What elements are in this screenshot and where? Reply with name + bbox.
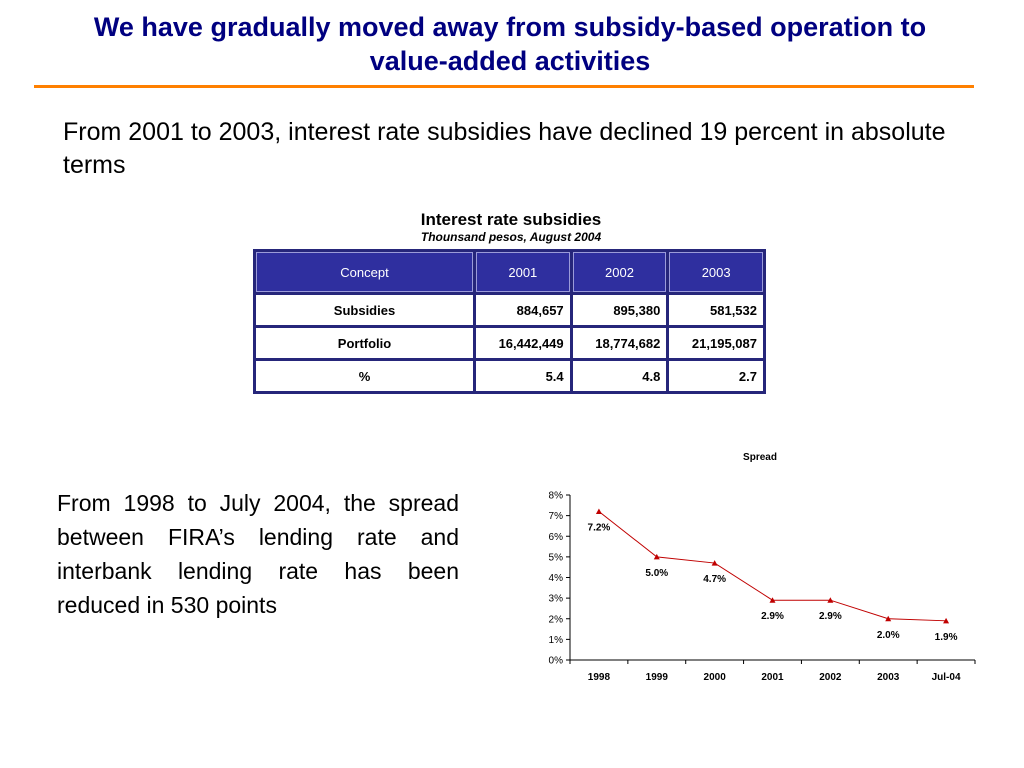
data-point [711,560,718,566]
cell-value: 895,380 [572,295,667,325]
data-label: 2.9% [819,611,842,622]
y-tick-label: 5% [549,552,564,563]
header-concept: Concept [256,252,473,292]
y-tick-label: 0% [549,656,564,667]
header-2003: 2003 [669,252,763,292]
table-heading: Interest rate subsidies Thounsand pesos,… [255,210,767,244]
cell-value: 4.8 [572,361,667,391]
data-point [653,553,660,560]
x-tick-label: 2002 [819,672,842,683]
y-tick-label: 7% [549,511,564,522]
x-tick-label: 2000 [704,672,727,683]
data-label: 4.7% [703,574,726,585]
y-tick-label: 8% [549,491,564,502]
title-divider [34,85,974,88]
y-tick-label: 2% [549,614,564,625]
table-subtitle: Thounsand pesos, August 2004 [420,230,602,244]
data-label: 7.2% [588,523,611,534]
x-tick-label: 2001 [761,672,784,683]
data-label: 2.0% [877,630,900,641]
data-point [827,597,834,603]
cell-value: 18,774,682 [572,328,667,358]
intro-text: From 2001 to 2003, interest rate subsidi… [63,118,946,179]
x-tick-label: 1999 [646,672,669,683]
slide-title: We have gradually moved away from subsid… [93,12,927,76]
cell-value: 21,195,087 [669,328,763,358]
data-label: 5.0% [645,568,668,579]
cell-concept: Portfolio [256,328,473,358]
spread-chart: Spread 0% 1% 2% 3% 4% 5% 6% 7% 8% 1998 1999 2000 2001… [549,452,976,683]
data-label: 1.9% [935,632,958,643]
y-tick-label: 3% [549,594,564,605]
data-point [943,617,950,624]
subsidies-table: Concept 2001 2002 2003 Subsidies 884,657… [253,249,766,394]
cell-concept: Subsidies [256,295,473,325]
chart-title: Spread [743,452,777,463]
cell-value: 16,442,449 [476,328,570,358]
spread-paragraph: From 1998 to July 2004, the spread betwe… [57,490,459,618]
data-point [595,508,602,514]
data-label: 2.9% [761,611,784,622]
cell-value: 2.7 [669,361,763,391]
x-tick-label: 1998 [588,672,611,683]
header-2001: 2001 [476,252,570,292]
data-point [769,597,776,603]
table-title: Interest rate subsidies [420,210,602,229]
cell-value: 581,532 [669,295,763,325]
cell-value: 5.4 [476,361,570,391]
x-tick-label: 2003 [877,672,900,683]
cell-value: 884,657 [476,295,570,325]
y-tick-label: 6% [549,532,564,543]
y-tick-label: 1% [549,635,564,646]
table-row: Subsidies 884,657 895,380 581,532 [256,295,763,325]
data-point [885,615,892,622]
cell-concept: % [256,361,473,391]
table-row: Portfolio 16,442,449 18,774,682 21,195,0… [256,328,763,358]
series-line [598,511,947,622]
y-tick-label: 4% [549,573,564,584]
table-row: % 5.4 4.8 2.7 [256,361,763,391]
table-header-row: Concept 2001 2002 2003 [256,252,763,292]
x-tick-label: Jul-04 [932,672,961,683]
header-2002: 2002 [572,252,667,292]
